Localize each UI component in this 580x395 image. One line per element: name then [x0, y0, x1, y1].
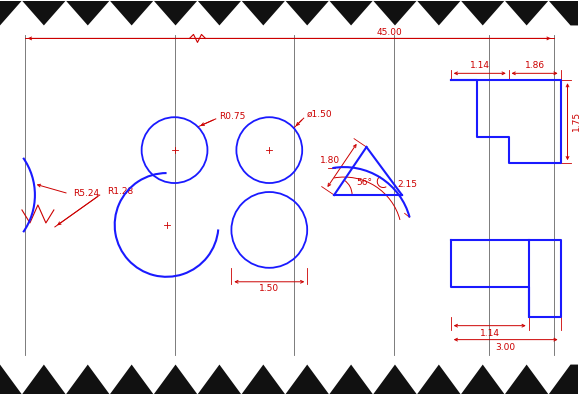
- Text: R1.28: R1.28: [107, 186, 133, 196]
- Text: 1.14: 1.14: [470, 61, 490, 70]
- Text: 3.00: 3.00: [496, 343, 516, 352]
- Text: ø1.50: ø1.50: [307, 110, 332, 118]
- Polygon shape: [0, 0, 578, 25]
- Polygon shape: [0, 365, 578, 395]
- Text: R0.75: R0.75: [220, 112, 246, 121]
- Text: 56°: 56°: [356, 177, 372, 186]
- Text: 45.00: 45.00: [376, 28, 402, 37]
- Text: 1.86: 1.86: [524, 61, 545, 70]
- Text: 1.14: 1.14: [480, 329, 500, 338]
- Text: R5.24: R5.24: [72, 189, 99, 198]
- Text: 1.80: 1.80: [320, 156, 340, 165]
- Text: 1.75: 1.75: [572, 111, 580, 131]
- Text: 2.15: 2.15: [397, 180, 417, 189]
- Text: 1.50: 1.50: [259, 284, 280, 293]
